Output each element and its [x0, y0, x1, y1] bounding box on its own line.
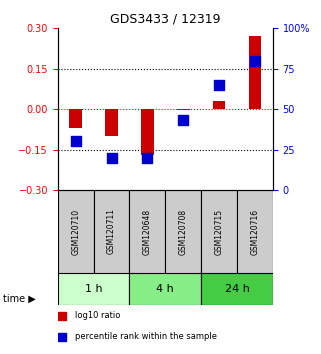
Text: 24 h: 24 h	[225, 284, 249, 294]
Point	[109, 155, 114, 160]
FancyBboxPatch shape	[129, 273, 201, 306]
Text: GSM120648: GSM120648	[143, 209, 152, 255]
Bar	[213, 101, 225, 109]
FancyBboxPatch shape	[58, 190, 94, 273]
Bar	[177, 109, 189, 110]
Bar	[69, 109, 82, 128]
Text: GSM120708: GSM120708	[179, 209, 188, 255]
Point	[181, 118, 186, 123]
FancyBboxPatch shape	[129, 190, 165, 273]
Point	[145, 155, 150, 160]
Title: GDS3433 / 12319: GDS3433 / 12319	[110, 13, 221, 26]
Bar	[105, 109, 118, 136]
Point	[202, 229, 207, 235]
Point	[73, 139, 78, 144]
FancyBboxPatch shape	[201, 273, 273, 306]
Text: percentile rank within the sample: percentile rank within the sample	[75, 332, 217, 341]
FancyBboxPatch shape	[94, 190, 129, 273]
FancyBboxPatch shape	[165, 190, 201, 273]
Text: time ▶: time ▶	[3, 294, 36, 304]
Text: GSM120715: GSM120715	[214, 209, 224, 255]
Bar	[141, 109, 154, 155]
Text: GSM120716: GSM120716	[250, 209, 259, 255]
FancyBboxPatch shape	[237, 190, 273, 273]
Text: 1 h: 1 h	[85, 284, 102, 294]
FancyBboxPatch shape	[201, 190, 237, 273]
FancyBboxPatch shape	[58, 273, 129, 306]
Point	[216, 82, 221, 88]
Text: 4 h: 4 h	[156, 284, 174, 294]
Point	[252, 58, 257, 63]
Text: GSM120710: GSM120710	[71, 209, 80, 255]
Text: log10 ratio: log10 ratio	[75, 311, 120, 320]
Bar	[249, 36, 261, 109]
Point	[202, 40, 207, 46]
Text: GSM120711: GSM120711	[107, 209, 116, 255]
